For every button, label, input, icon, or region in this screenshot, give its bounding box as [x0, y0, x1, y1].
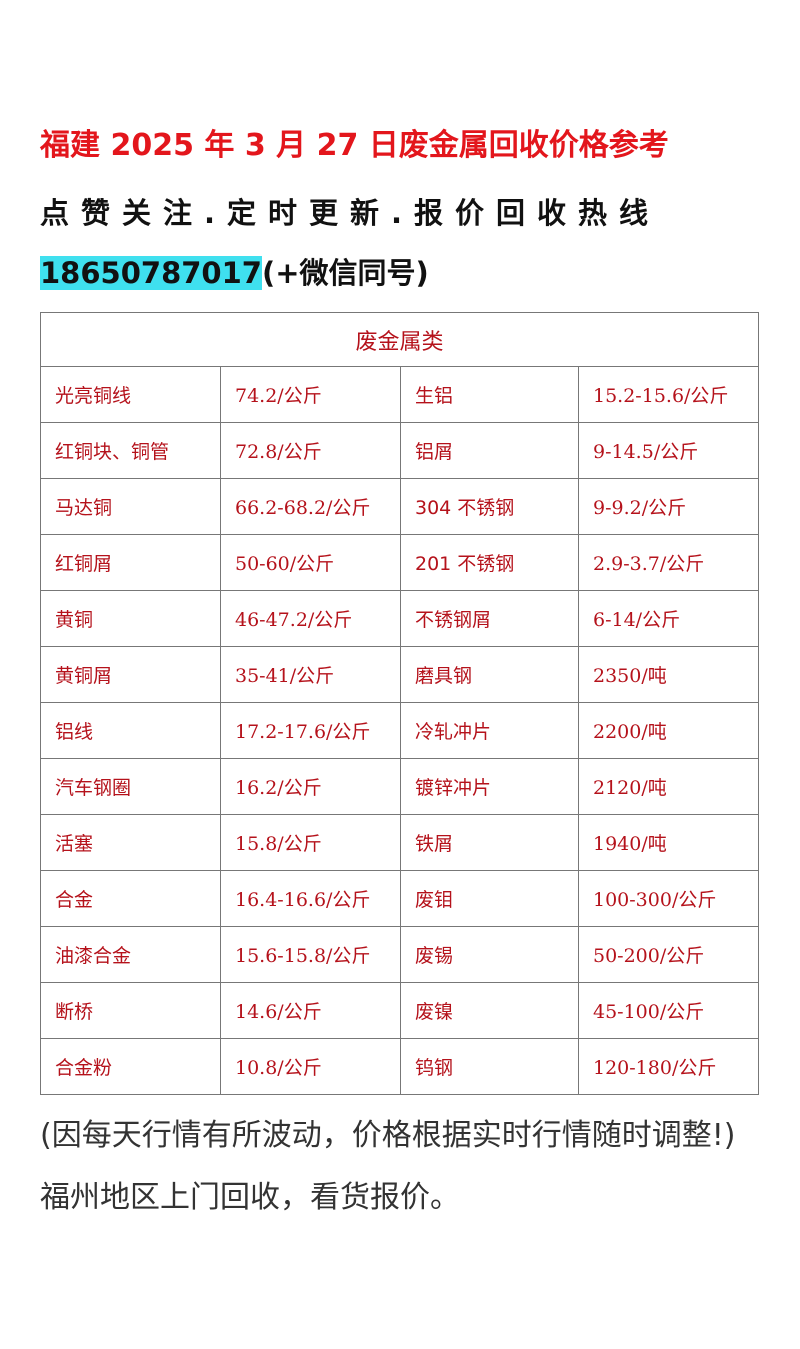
phone: 18650787017	[40, 256, 262, 290]
price-cell: 10.8/公斤	[220, 1038, 401, 1095]
item-cell: 磨具钢	[400, 646, 579, 703]
price-cell: 72.8/公斤	[220, 422, 401, 479]
item-cell: 废锡	[400, 926, 579, 983]
item-cell: 铝线	[40, 702, 221, 759]
item-cell: 废镍	[400, 982, 579, 1039]
item-cell: 废钼	[400, 870, 579, 927]
price-cell: 15.2-15.6/公斤	[577, 366, 760, 423]
price-table: 废金属类 光亮铜线 74.2/公斤 生铝 15.2-15.6/公斤 红铜块、铜管 72.8…	[39, 312, 760, 1095]
table-row: 黄铜 46-47.2/公斤 不锈钢屑 6-14/公斤	[40, 590, 760, 647]
item-cell: 生铝	[400, 366, 579, 423]
table-row: 断桥 14.6/公斤 废镍 45-100/公斤	[40, 982, 760, 1039]
item-cell: 黄铜	[40, 590, 221, 647]
item-cell: 冷轧冲片	[400, 702, 579, 759]
table-row: 光亮铜线 74.2/公斤 生铝 15.2-15.6/公斤	[40, 366, 760, 423]
table-row: 合金 16.4-16.6/公斤 废钼 100-300/公斤	[40, 870, 760, 927]
price-cell: 66.2-68.2/公斤	[220, 478, 401, 535]
item-cell: 合金	[40, 870, 221, 927]
price-cell: 120-180/公斤	[577, 1038, 760, 1095]
caption-row: 废金属类	[39, 312, 760, 367]
item-cell: 汽车钢圈	[40, 758, 221, 815]
phone-note: (+微信同号)	[261, 256, 429, 290]
item-cell: 合金粉	[40, 1038, 221, 1095]
price-cell: 16.2/公斤	[220, 758, 401, 815]
item-cell: 活塞	[40, 814, 221, 871]
footer-note: (因每天行情有所波动，价格根据实时行情随时调整!)福州地区上门回收，看货报价。	[40, 1118, 736, 1215]
item-cell: 黄铜屑	[40, 646, 221, 703]
price-cell: 2.9-3.7/公斤	[577, 534, 760, 591]
price-cell: 14.6/公斤	[220, 982, 401, 1039]
item-cell: 断桥	[40, 982, 221, 1039]
price-cell: 74.2/公斤	[220, 366, 401, 423]
item-cell: 油漆合金	[40, 926, 221, 983]
price-cell: 6-14/公斤	[577, 590, 760, 647]
table-row: 马达铜 66.2-68.2/公斤 304 不锈钢 9-9.2/公斤	[40, 478, 760, 535]
table-row: 活塞 15.8/公斤 铁屑 1940/吨	[40, 814, 760, 871]
table-row: 合金粉 10.8/公斤 钨钢 120-180/公斤	[40, 1038, 760, 1095]
price-cell: 35-41/公斤	[220, 646, 401, 703]
table-row: 黄铜屑 35-41/公斤 磨具钢 2350/吨	[40, 646, 760, 703]
price-cell: 50-200/公斤	[577, 926, 760, 983]
price-cell: 50-60/公斤	[220, 534, 401, 591]
table-row: 油漆合金 15.6-15.8/公斤 废锡 50-200/公斤	[40, 926, 760, 983]
table-row: 铝线 17.2-17.6/公斤 冷轧冲片 2200/吨	[40, 702, 760, 759]
price-cell: 2350/吨	[577, 646, 760, 703]
subtitle: 点赞关注.定时更新.报价回收热线	[40, 196, 661, 230]
item-cell: 201 不锈钢	[400, 534, 579, 591]
price-cell: 100-300/公斤	[577, 870, 760, 927]
table-row: 汽车钢圈 16.2/公斤 镀锌冲片 2120/吨	[40, 758, 760, 815]
table-row: 红铜屑 50-60/公斤 201 不锈钢 2.9-3.7/公斤	[40, 534, 760, 591]
item-cell: 红铜屑	[40, 534, 221, 591]
item-cell: 钨钢	[400, 1038, 579, 1095]
table-body: 废金属类 光亮铜线 74.2/公斤 生铝 15.2-15.6/公斤 红铜块、铜管 72.8…	[39, 312, 760, 1095]
price-cell: 2200/吨	[577, 702, 760, 759]
table-row: 红铜块、铜管 72.8/公斤 铝屑 9-14.5/公斤	[40, 422, 760, 479]
price-cell: 15.8/公斤	[220, 814, 401, 871]
price-cell: 17.2-17.6/公斤	[220, 702, 401, 759]
price-cell: 46-47.2/公斤	[220, 590, 401, 647]
price-cell: 16.4-16.6/公斤	[220, 870, 401, 927]
item-cell: 镀锌冲片	[400, 758, 579, 815]
title: 福建 2025 年 3 月 27 日废金属回收价格参考	[40, 128, 669, 163]
price-cell: 1940/吨	[577, 814, 760, 871]
item-cell: 不锈钢屑	[400, 590, 579, 647]
price-cell: 45-100/公斤	[577, 982, 760, 1039]
table-caption: 废金属类	[39, 312, 760, 367]
price-cell: 2120/吨	[577, 758, 760, 815]
item-cell: 304 不锈钢	[400, 478, 579, 535]
item-cell: 铝屑	[400, 422, 579, 479]
price-cell: 9-9.2/公斤	[577, 478, 760, 535]
price-cell: 15.6-15.8/公斤	[220, 926, 401, 983]
item-cell: 马达铜	[40, 478, 221, 535]
item-cell: 铁屑	[400, 814, 579, 871]
item-cell: 光亮铜线	[40, 366, 221, 423]
phone-line: 18650787017(+微信同号)	[40, 250, 429, 292]
price-cell: 9-14.5/公斤	[577, 422, 760, 479]
item-cell: 红铜块、铜管	[40, 422, 221, 479]
